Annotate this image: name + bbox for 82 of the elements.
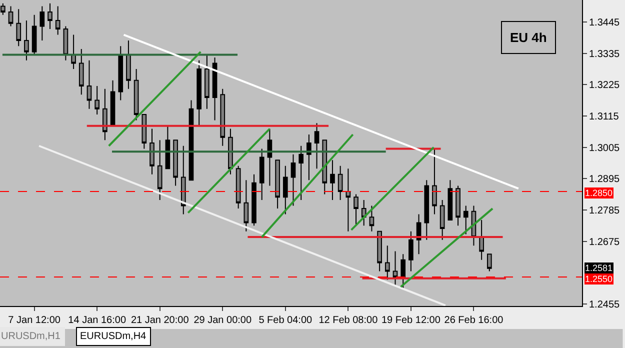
text: 1.2581: [585, 263, 613, 273]
candlestick: [400, 254, 406, 289]
candlestick: [8, 6, 14, 27]
ref-line-label: 1.2550: [585, 274, 613, 284]
candlestick: [157, 140, 162, 201]
x-tick-label: 5 Feb 04:00: [258, 315, 313, 326]
candlestick: [244, 180, 249, 232]
y-tick-label: 1.2785: [589, 205, 620, 216]
candlestick: [228, 128, 233, 175]
candlestick: [346, 168, 351, 232]
candlestick: [180, 145, 186, 215]
candlestick: [150, 128, 154, 175]
candlestick: [118, 46, 124, 101]
candlestick: [16, 8, 22, 47]
candlestick: [369, 205, 374, 232]
candlestick: [142, 114, 147, 150]
candlestick: [424, 180, 430, 240]
candlestick: [330, 160, 335, 201]
candlestick: [204, 54, 210, 110]
candlestick: [486, 254, 492, 272]
text: EU 4h: [510, 30, 547, 45]
x-tick-label: 29 Jan 00:00: [194, 315, 252, 326]
text: EURUSDm,H4: [80, 331, 147, 342]
candlestick: [314, 122, 320, 170]
ref-line-label: 1.2850: [585, 188, 613, 198]
candlestick: [86, 60, 92, 110]
candlestick: [456, 185, 460, 226]
x-tick-label: 12 Feb 08:00: [318, 315, 378, 326]
candlestick: [408, 230, 414, 272]
candlestick: [0, 2, 6, 16]
candlestick: [40, 6, 45, 41]
candlestick: [102, 88, 108, 141]
candlestick: [220, 88, 226, 146]
candlestick: [134, 68, 139, 121]
x-tick-label: 7 Jan 12:00: [8, 315, 61, 326]
y-tick-label: 1.2895: [589, 174, 620, 186]
candlestick: [440, 200, 445, 240]
candlestick: [71, 34, 76, 70]
candlestick: [252, 174, 256, 226]
candlestick: [212, 57, 218, 121]
candlestick: [432, 148, 437, 215]
x-tick-label: 19 Feb 12:00: [381, 315, 441, 326]
candlestick: [448, 180, 453, 220]
candlestick: [298, 145, 304, 201]
x-tick-label: 21 Jan 20:00: [130, 315, 190, 326]
candlestick: [354, 194, 358, 226]
candlestick: [126, 40, 131, 90]
candlestick: [48, 2, 52, 30]
candlestick: [306, 134, 312, 181]
candlestick: [282, 165, 288, 215]
candlestick: [32, 14, 37, 56]
candlestick: [94, 86, 100, 116]
candlestick: [259, 148, 264, 201]
x-tick-label: 26 Feb 16:00: [444, 315, 504, 326]
candlestick: [55, 6, 60, 36]
y-tick-label: 1.2675: [589, 236, 620, 248]
candlestick: [78, 48, 84, 96]
y-tick-label: 1.2455: [589, 300, 620, 311]
candlestick: [110, 80, 116, 126]
candlestick: [338, 165, 343, 201]
candlestick: [275, 160, 280, 210]
candlestick: [267, 128, 272, 186]
candlestick: [377, 230, 382, 272]
y-tick-label: 1.3445: [589, 17, 620, 28]
text: URUSDm,H1: [1, 331, 61, 342]
candlestick: [290, 154, 296, 206]
y-tick-label: 1.3115: [589, 111, 620, 122]
x-tick-label: 14 Jan 16:00: [68, 315, 126, 326]
candlestick: [24, 20, 29, 61]
candlestick: [384, 245, 390, 280]
candlestick: [479, 219, 484, 260]
candlestick: [416, 214, 422, 255]
y-tick-label: 1.3335: [589, 48, 620, 60]
candlestick: [392, 250, 398, 286]
candlestick: [361, 200, 366, 226]
y-tick-label: 1.3005: [589, 142, 620, 154]
candlestick: [165, 125, 170, 170]
y-tick-label: 1.3225: [589, 80, 620, 92]
candlestick: [173, 140, 178, 186]
candlestick: [196, 60, 202, 126]
candlestick: [236, 165, 241, 210]
candlestick: [463, 205, 468, 235]
